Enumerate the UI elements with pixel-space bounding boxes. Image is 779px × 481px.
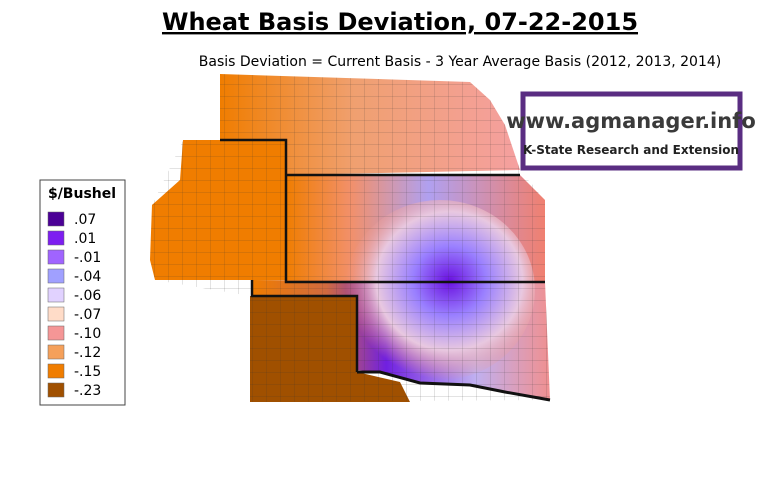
logo-box — [520, 91, 743, 171]
legend-label: -.10 — [74, 326, 101, 342]
legend-swatch — [47, 287, 65, 303]
legend-swatch — [47, 325, 65, 341]
legend-swatch — [47, 249, 65, 265]
legend-swatch — [47, 382, 65, 398]
red-river — [357, 370, 551, 402]
legend-label: -.07 — [74, 307, 101, 323]
legend-label: -.12 — [74, 345, 101, 361]
state-borders — [220, 138, 545, 372]
title: Wheat Basis Deviation, 07-22-2015 — [162, 8, 638, 36]
county-lines — [150, 74, 550, 402]
legend-label: -.04 — [74, 269, 101, 285]
logo-tagline: K-State Research and Extension — [523, 143, 739, 157]
legend-label: .01 — [74, 231, 96, 247]
legend-title: $/Bushel — [48, 186, 116, 202]
legend-swatch — [47, 344, 65, 360]
legend-swatch — [47, 306, 65, 322]
map — [150, 74, 551, 402]
legend-label: -.06 — [74, 288, 101, 304]
legend-label: -.15 — [74, 364, 101, 380]
legend: $/Bushel .07 .01 -.01 -.04 -.06 -.07 -.10 -.12 -… — [39, 179, 126, 406]
legend-swatch — [47, 268, 65, 284]
legend-swatch — [47, 363, 65, 379]
logo-url: www.agmanager.info — [506, 109, 756, 133]
legend-label: .07 — [74, 212, 96, 228]
legend-label: -.23 — [74, 383, 101, 399]
legend-swatch — [47, 230, 65, 246]
legend-swatch — [47, 211, 65, 227]
legend-label: -.01 — [74, 250, 101, 266]
subtitle: Basis Deviation = Current Basis - 3 Year… — [199, 54, 721, 70]
